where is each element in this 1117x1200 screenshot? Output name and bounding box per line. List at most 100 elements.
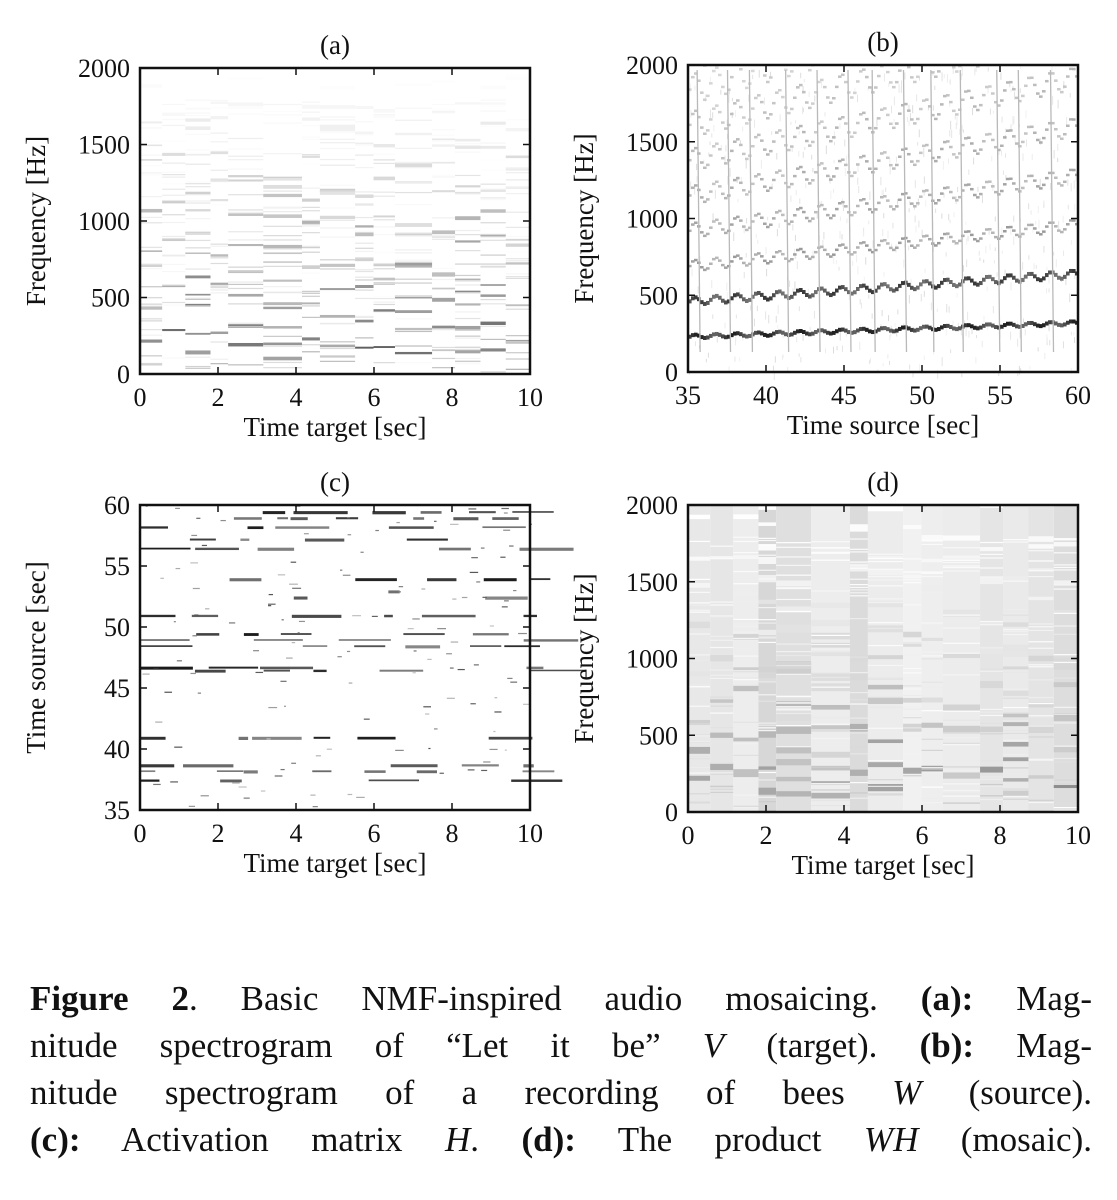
bee-harmonic [916, 159, 920, 163]
bee-harmonic [820, 203, 824, 207]
activation-dot [412, 672, 416, 674]
spectrogram-noise [903, 685, 922, 687]
bee-harmonic [700, 266, 704, 269]
spectrogram-noise [691, 268, 693, 277]
spectrogram-noise [1019, 88, 1021, 93]
spectrogram-noise [921, 802, 943, 804]
spectrogram-band [1053, 682, 1078, 688]
spectrogram-noise [933, 349, 935, 355]
activation-dot [289, 583, 298, 585]
spectrogram-noise [795, 120, 797, 124]
spectrogram-band [228, 213, 264, 216]
bee-harmonic [784, 68, 788, 71]
spectrogram-noise [776, 702, 812, 704]
spectrogram-noise [432, 367, 456, 369]
spectrogram-noise [980, 670, 1004, 672]
caption-figure-label: Figure 2 [30, 979, 189, 1018]
spectrogram-noise [373, 295, 395, 298]
spectrogram-noise [432, 139, 456, 141]
bee-harmonic [850, 253, 854, 256]
spectrogram-band [758, 544, 777, 551]
spectrogram-noise [867, 779, 904, 781]
bee-harmonic [1036, 185, 1040, 188]
bee-harmonic [982, 323, 986, 328]
spectrogram-noise [1048, 322, 1050, 332]
spectrogram-band [758, 766, 777, 770]
spectrogram-noise [978, 250, 980, 256]
spectrogram-band [263, 342, 302, 347]
spectrogram-noise [480, 188, 506, 190]
activation-segment [519, 547, 574, 551]
bee-harmonic [688, 229, 692, 233]
bee-harmonic [706, 198, 710, 201]
bee-harmonic [1048, 221, 1052, 224]
spectrogram-noise [921, 798, 943, 800]
spectrogram-noise [731, 97, 733, 102]
bee-harmonic [1030, 320, 1034, 325]
spectrogram-noise [825, 145, 827, 155]
spectrogram-noise [988, 231, 990, 235]
spectrogram-noise [887, 230, 889, 239]
spectrogram-noise [980, 708, 1004, 710]
spectrogram-noise [394, 252, 433, 254]
spectrogram-noise [916, 94, 918, 102]
spectrogram-band [301, 198, 320, 202]
spectrogram-noise [1028, 716, 1054, 718]
spectrogram-noise [1073, 180, 1075, 189]
bee-harmonic [973, 281, 977, 286]
spectrogram-noise [942, 642, 981, 644]
spectrogram-noise [162, 199, 186, 202]
spectrogram-band [319, 263, 356, 267]
spectrogram-noise [228, 239, 264, 241]
spectrogram-noise [903, 628, 922, 630]
spectrogram-noise [726, 119, 728, 126]
bee-harmonic [874, 248, 878, 252]
activation-dot [423, 706, 431, 708]
bee-harmonic [754, 214, 758, 217]
bee-harmonic [799, 288, 803, 293]
activation-segment [354, 645, 386, 648]
spectrogram-noise [739, 140, 741, 146]
spectrogram-noise [776, 697, 812, 699]
bee-harmonic [688, 194, 692, 197]
spectrogram-band [921, 534, 943, 542]
bee-harmonic [1048, 171, 1052, 175]
bee-harmonic [727, 88, 731, 91]
bee-harmonic [1024, 274, 1028, 279]
bee-harmonic [757, 212, 761, 216]
spectrogram-noise [892, 222, 894, 229]
spectrogram-noise [710, 788, 734, 790]
spectrogram-band [162, 238, 186, 242]
spectrogram-noise [733, 552, 759, 554]
spectrogram-band [432, 144, 456, 147]
spectrogram-noise [729, 167, 731, 177]
spectrogram-noise [1053, 704, 1078, 706]
spectrogram-noise [771, 183, 773, 188]
bee-harmonic [703, 234, 707, 238]
bee-harmonic [706, 232, 710, 236]
activation-dot [347, 534, 352, 536]
activation-dot [523, 703, 530, 705]
spectrogram-noise [867, 793, 904, 795]
bee-harmonic [946, 323, 950, 328]
bee-harmonic [691, 75, 695, 79]
spectrogram-noise [1049, 339, 1051, 346]
spectrogram-noise [355, 250, 374, 252]
bee-harmonic [928, 193, 932, 197]
spectrogram-noise [263, 225, 302, 227]
bee-harmonic [799, 165, 803, 169]
bee-harmonic [703, 335, 707, 340]
spectrogram-noise [162, 176, 186, 178]
spectrogram-noise [733, 721, 759, 723]
bee-harmonic [922, 279, 926, 284]
activation-dot [504, 749, 507, 751]
activation-dot [176, 660, 183, 662]
spectrogram-noise [849, 578, 868, 580]
activation-segment [485, 596, 528, 600]
activation-dot [476, 581, 481, 583]
spectrogram-noise [776, 712, 812, 715]
spectrogram-band [505, 76, 530, 80]
spectrogram-band [140, 144, 163, 147]
spectrogram-noise [1058, 220, 1060, 230]
bee-harmonic [748, 190, 752, 194]
